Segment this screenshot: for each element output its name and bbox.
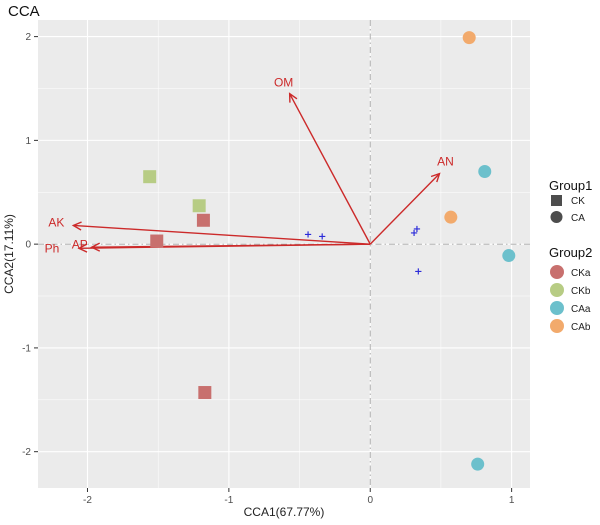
y-tick-label: -2 [22,447,31,458]
legend-group1-ck-key [551,195,562,206]
x-tick-label: 0 [367,495,373,506]
plot-panel [38,20,530,488]
sample-points [143,31,516,471]
arrowhead-ph [77,243,88,253]
arrow-ap [91,243,371,248]
legend-group1-ca-label: CA [571,213,585,224]
y-axis-title: CCA2(17.11%) [2,214,16,294]
arrow-label-ap: AP [72,237,88,251]
arrow-ak [73,224,371,245]
y-tick-label: 1 [25,136,31,147]
y-tick-label: 2 [25,32,31,43]
arrow-label-ak: AK [48,215,64,229]
legend-group2-cab-key [550,319,564,333]
sample-point-caa [471,457,485,471]
x-axis-ticks: -2 -1 0 1 [83,488,515,506]
species-point: + [304,229,312,240]
environment-arrows: OM AN AK Ph AP [45,76,454,256]
arrowhead-an [430,172,441,183]
sample-point-caa [478,165,492,179]
arrowhead-om [288,92,298,103]
sample-point-ckb [143,170,157,184]
reference-lines [38,20,530,488]
sample-point-cka [198,386,212,400]
sample-point-cab [462,31,476,45]
legend: Group1 CK CA Group2 CKa CKb CAa CAb [549,178,592,333]
y-tick-label: 0 [25,240,31,251]
species-point: + [413,224,421,235]
x-tick-label: -2 [83,495,92,506]
species-point: + [410,228,418,239]
arrow-label-ph: Ph [45,241,60,255]
legend-group2-caa-key [550,301,564,315]
legend-group1-ck-label: CK [571,196,585,207]
legend-group1-ca-key [550,211,563,223]
species-point: + [318,231,326,242]
arrowhead-ak [71,221,82,231]
legend-group2-caa-label: CAa [571,304,591,315]
legend-group2-cka-key [550,265,564,279]
arrow-om [289,93,371,245]
arrowhead-ap [90,242,101,252]
arrow-label-om: OM [274,76,293,90]
sample-point-cab [444,210,458,224]
arrow-an [369,173,441,245]
sample-point-cka [150,234,164,248]
x-tick-label: -1 [224,495,233,506]
arrow-label-an: AN [437,155,454,169]
legend-group2-ckb-key [550,283,564,297]
x-axis-title: CCA1(67.77%) [244,505,325,519]
legend-group2-cab-label: CAb [571,322,591,333]
legend-group1-title: Group1 [549,178,592,193]
sample-point-cka [196,213,210,227]
sample-point-caa [502,249,516,263]
legend-group2-title: Group2 [549,245,592,260]
chart-title: CCA [8,3,40,20]
legend-group2-cka-label: CKa [571,268,591,279]
sample-point-ckb [192,199,206,213]
species-point: + [414,267,422,278]
legend-group2-ckb-label: CKb [571,286,591,297]
x-tick-label: 1 [509,495,515,506]
y-axis-ticks: -2 -1 0 1 2 [22,32,38,458]
y-tick-label: -1 [22,343,31,354]
species-points: + + +++ [304,224,423,278]
